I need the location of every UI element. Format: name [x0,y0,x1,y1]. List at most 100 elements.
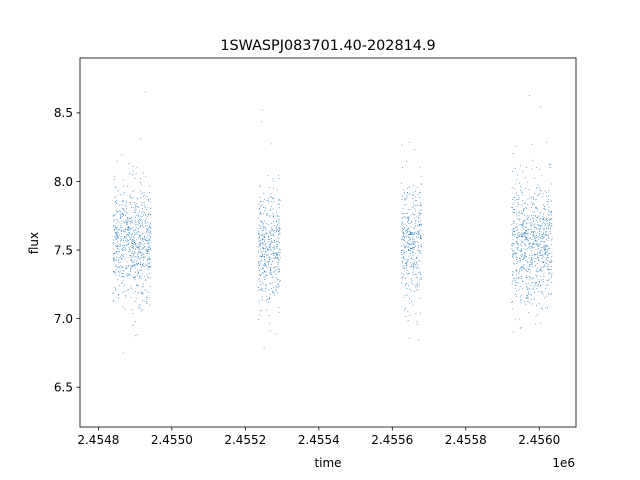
data-point [541,270,543,272]
data-point [140,138,142,140]
data-point [419,252,420,254]
data-point [406,225,408,227]
data-point [270,282,272,284]
data-point [120,236,122,237]
data-point [537,184,539,186]
data-point [521,235,523,237]
data-point [539,187,541,189]
data-point [262,250,264,252]
data-point [511,249,513,251]
data-point [276,254,278,256]
data-point [271,241,273,243]
data-point [549,252,551,254]
data-point [128,239,130,241]
data-point [539,249,541,251]
data-point [125,241,127,243]
data-point [530,219,532,221]
data-point [520,254,522,256]
data-point [129,238,131,240]
data-point [526,166,527,168]
data-point [519,249,521,251]
data-point [140,261,141,263]
data-point [520,327,522,329]
data-point [535,215,536,217]
data-point [145,239,147,241]
data-point [548,236,550,238]
data-point [415,262,417,264]
data-point [143,192,145,194]
data-point [261,121,263,123]
data-point [136,239,138,241]
data-point [148,259,150,260]
data-point [121,266,123,268]
data-point [401,282,403,284]
data-point [415,284,417,286]
data-point [142,264,144,265]
data-point [519,197,520,199]
data-point [267,254,269,256]
data-point [417,255,419,257]
data-point [522,234,523,236]
data-point [266,298,268,300]
data-point [543,241,545,243]
data-point [535,305,537,307]
data-point [419,238,421,240]
data-point [276,230,277,232]
data-point [273,231,275,233]
data-point [410,248,412,249]
data-point [129,227,131,229]
data-point [139,251,141,253]
data-point [516,282,518,284]
data-point [136,273,138,274]
data-point [412,247,414,249]
data-point [549,219,551,221]
data-point [139,219,141,220]
data-point [127,288,129,290]
data-point [533,254,535,255]
data-point [536,253,538,255]
data-point [150,226,152,228]
data-point [116,231,118,233]
data-point [128,232,130,234]
data-point [406,217,408,219]
data-point [266,275,268,276]
data-point [544,190,546,192]
data-point [420,250,422,252]
data-point [406,229,408,231]
data-point [420,204,422,206]
data-point [269,322,271,324]
data-point [420,276,422,278]
data-point [410,232,411,234]
data-point [113,239,115,241]
data-point [549,220,550,222]
data-point [511,207,513,209]
data-point [548,261,550,263]
data-point [265,295,267,297]
data-point [528,215,530,217]
data-point [407,216,409,218]
y-tick-label: 8.0 [54,175,73,189]
data-point [278,259,280,261]
data-point [513,236,515,238]
data-point [541,236,543,237]
data-point [512,229,514,231]
data-point [530,214,532,216]
data-point [529,265,531,267]
data-point [535,206,537,208]
data-point [512,256,514,258]
data-point [130,198,132,199]
data-point [125,274,127,276]
data-point [538,291,540,293]
data-point [117,297,119,299]
data-point [418,212,420,214]
data-point [148,245,150,247]
data-point [520,269,522,271]
data-point [515,236,517,238]
data-point [123,179,125,181]
data-point [123,210,125,212]
data-point [138,235,140,237]
data-point [415,199,416,201]
data-point [530,242,532,244]
data-point [551,225,553,227]
data-point [127,265,129,267]
